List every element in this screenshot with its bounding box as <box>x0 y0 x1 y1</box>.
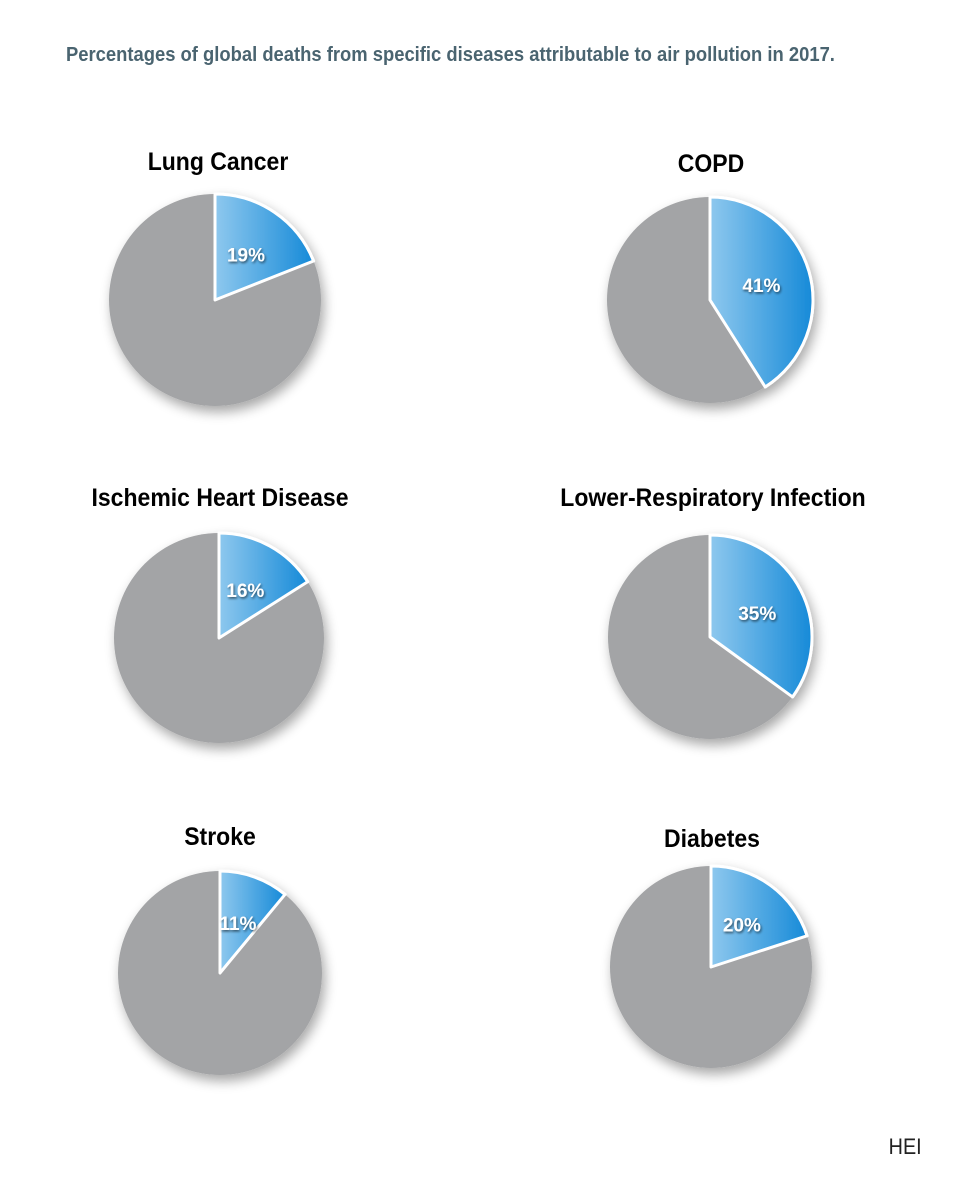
pie-slice-attributable <box>213 192 316 302</box>
pie-slice-attributable <box>218 869 287 975</box>
pie-data-label: 19% <box>227 245 265 266</box>
pie-data-label: 41% <box>742 276 780 297</box>
pie-slice-attributable <box>217 531 310 640</box>
page-title: Percentages of global deaths from specif… <box>66 44 835 66</box>
chart-title-copd: COPD <box>677 150 745 178</box>
pie-chart-3 <box>608 533 814 739</box>
pie-slice-attributable <box>708 533 814 699</box>
pie-data-label: 20% <box>723 916 761 937</box>
pie-data-label: 11% <box>219 914 256 935</box>
pie-slice-attributable <box>709 864 809 969</box>
pie-chart-0 <box>109 192 321 406</box>
chart-title-diabetes: Diabetes <box>664 825 760 853</box>
pie-chart-1 <box>607 195 815 403</box>
pie-data-label: 16% <box>226 581 264 602</box>
pie-slice-attributable <box>708 195 815 389</box>
pie-data-label: 35% <box>738 604 776 625</box>
chart-title-stroke: Stroke <box>184 823 256 851</box>
chart-title-lower-respiratory-infection: Lower-Respiratory Infection <box>560 484 866 512</box>
pie-chart-2 <box>114 531 324 743</box>
pie-chart-4 <box>118 869 322 1075</box>
chart-title-ischemic-heart-disease: Ischemic Heart Disease <box>91 484 349 512</box>
chart-title-lung-cancer: Lung Cancer <box>147 148 289 176</box>
credit-label: HEI <box>888 1134 922 1159</box>
pie-chart-5 <box>610 864 812 1068</box>
